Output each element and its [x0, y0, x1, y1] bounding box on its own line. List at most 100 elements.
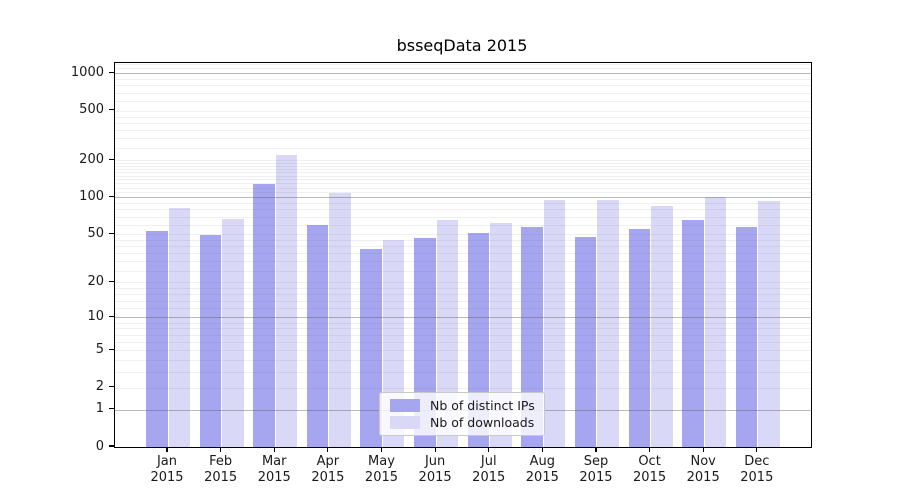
- minor-gridline-9: [115, 322, 811, 324]
- minor-gridline-800: [115, 85, 811, 87]
- minor-gridline-16: [115, 293, 811, 295]
- minor-gridline-1200: [115, 63, 811, 65]
- bar-ips-feb-2015: [199, 235, 222, 447]
- minor-gridline-80: [115, 209, 811, 211]
- y-tick-label-2: 2: [95, 379, 104, 395]
- x-tick-mark-feb: [220, 447, 222, 452]
- plot-area: [114, 62, 812, 448]
- x-tick-mark-nov: [702, 447, 704, 452]
- bar-ips-oct-2015: [628, 229, 651, 447]
- y-tick-mark-100: [109, 195, 114, 198]
- legend: Nb of distinct IPs Nb of downloads: [379, 392, 545, 436]
- major-gridline-100: [115, 197, 811, 199]
- minor-gridline-20: [115, 282, 811, 284]
- minor-gridline-170: [115, 168, 811, 170]
- bar-downloads-dec-2015: [758, 201, 780, 447]
- minor-gridline-14: [115, 300, 811, 302]
- y-tick-label-0: 0: [95, 438, 104, 454]
- minor-gridline-7: [115, 334, 811, 336]
- y-tick-label-50: 50: [87, 225, 104, 241]
- y-tick-mark-50: [109, 232, 114, 234]
- minor-gridline-8: [115, 328, 811, 330]
- y-tick-label-200: 200: [79, 151, 104, 167]
- x-tick-label-sep: Sep 2015: [579, 454, 613, 485]
- x-tick-mark-oct: [648, 447, 651, 452]
- bar-ips-sep-2015: [574, 236, 597, 447]
- y-tick-label-100: 100: [79, 188, 104, 204]
- y-tick-label-1: 1: [95, 401, 104, 417]
- y-tick-label-500: 500: [79, 102, 104, 118]
- y-tick-mark-10: [109, 315, 114, 317]
- minor-gridline-250: [115, 148, 811, 150]
- minor-gridline-600: [115, 101, 811, 103]
- x-tick-label-jan: Jan 2015: [150, 454, 184, 485]
- x-tick-mark-jul: [488, 447, 490, 452]
- minor-gridline-450: [115, 116, 811, 118]
- y-tick-label-10: 10: [87, 308, 104, 324]
- bar-downloads-mar-2015: [275, 155, 298, 447]
- y-tick-mark-1000: [109, 71, 114, 74]
- minor-gridline-50: [115, 234, 811, 236]
- y-tick-mark-1: [109, 407, 114, 410]
- x-tick-mark-sep: [595, 447, 597, 452]
- minor-gridline-150: [115, 175, 811, 177]
- minor-gridline-35: [115, 253, 811, 255]
- bar-ips-jan-2015: [146, 231, 168, 447]
- x-tick-label-mar: Mar 2015: [257, 454, 291, 485]
- bar-downloads-oct-2015: [651, 206, 673, 447]
- bar-downloads-aug-2015: [543, 200, 566, 447]
- x-tick-mark-jan: [166, 447, 168, 452]
- chart-title: bsseqData 2015: [396, 36, 528, 55]
- minor-gridline-70: [115, 216, 811, 218]
- legend-label-distinct-ips: Nb of distinct IPs: [430, 397, 535, 413]
- x-tick-label-feb: Feb 2015: [204, 454, 238, 485]
- minor-gridline-120: [115, 187, 811, 189]
- x-tick-label-oct: Oct 2015: [633, 454, 667, 485]
- legend-swatch-distinct-ips: [390, 398, 420, 412]
- minor-gridline-18: [115, 287, 811, 289]
- minor-gridline-500: [115, 110, 811, 112]
- x-tick-label-may: May 2015: [364, 454, 399, 485]
- minor-gridline-190: [115, 163, 811, 164]
- minor-gridline-3: [115, 372, 811, 374]
- x-tick-label-jun: Jun 2015: [418, 454, 452, 485]
- y-tick-mark-20: [109, 280, 114, 282]
- y-tick-label-5: 5: [95, 341, 104, 357]
- minor-gridline-12: [115, 308, 811, 310]
- minor-gridline-40: [115, 246, 811, 248]
- bar-downloads-jan-2015: [168, 208, 190, 447]
- minor-gridline-350: [115, 130, 811, 132]
- y-tick-label-20: 20: [87, 273, 104, 289]
- bar-ips-mar-2015: [253, 184, 275, 447]
- x-tick-label-apr: Apr 2015: [311, 454, 345, 485]
- bar-downloads-nov-2015: [704, 196, 727, 447]
- minor-gridline-900: [115, 79, 811, 81]
- minor-gridline-140: [115, 179, 811, 181]
- bar-downloads-jun-2015: [436, 219, 459, 447]
- x-tick-label-nov: Nov 2015: [686, 454, 720, 485]
- legend-item-distinct-ips: Nb of distinct IPs: [386, 398, 538, 413]
- y-tick-mark-200: [109, 158, 114, 160]
- minor-gridline-400: [115, 122, 811, 124]
- bar-ips-may-2015: [360, 248, 382, 447]
- x-tick-mark-apr: [327, 447, 329, 452]
- minor-gridline-5: [115, 350, 811, 352]
- bar-ips-apr-2015: [306, 224, 329, 447]
- minor-gridline-6: [115, 341, 811, 343]
- minor-gridline-25: [115, 270, 811, 272]
- bar-downloads-feb-2015: [222, 218, 244, 447]
- legend-label-downloads: Nb of downloads: [430, 415, 535, 431]
- y-tick-mark-0: [109, 445, 114, 447]
- x-tick-label-dec: Dec 2015: [740, 454, 774, 485]
- bar-downloads-jul-2015: [490, 222, 512, 447]
- minor-gridline-30: [115, 261, 811, 263]
- minor-gridline-700: [115, 92, 811, 94]
- minor-gridline-45: [115, 239, 811, 241]
- minor-gridline-200: [115, 160, 811, 162]
- y-tick-mark-5: [109, 348, 114, 350]
- major-gridline-10: [115, 317, 811, 319]
- y-tick-label-1000: 1000: [70, 64, 104, 80]
- x-tick-mark-aug: [541, 447, 543, 452]
- x-tick-mark-dec: [756, 447, 758, 452]
